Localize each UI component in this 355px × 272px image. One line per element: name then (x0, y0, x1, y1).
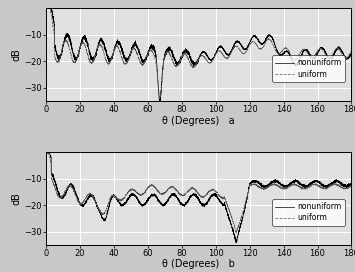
nonuniform (234, 41, 238, 44)
uniform (349, 184, 354, 187)
nonuniform (229, 51, 233, 54)
nonuniform (157, 99, 162, 103)
uniform (234, 231, 238, 234)
uniform (44, 7, 48, 10)
uniform (321, 187, 325, 190)
nonuniform (44, 7, 48, 10)
uniform (229, 213, 233, 216)
Line: uniform: uniform (46, 8, 351, 97)
nonuniform (321, 46, 325, 49)
Y-axis label: dB: dB (12, 192, 22, 205)
nonuniform (229, 222, 233, 225)
nonuniform (109, 56, 114, 60)
uniform (44, 150, 48, 154)
nonuniform (349, 183, 354, 186)
uniform (321, 48, 325, 51)
Legend: nonuniform, uniform: nonuniform, uniform (272, 55, 345, 82)
uniform (349, 50, 354, 53)
uniform (229, 52, 233, 55)
nonuniform (234, 239, 238, 243)
uniform (129, 50, 133, 53)
uniform (234, 45, 238, 48)
Line: nonuniform: nonuniform (46, 152, 351, 243)
X-axis label: θ (Degrees)   b: θ (Degrees) b (162, 259, 235, 269)
nonuniform (44, 150, 48, 154)
nonuniform (321, 183, 325, 186)
Line: uniform: uniform (46, 152, 351, 233)
X-axis label: θ (Degrees)   a: θ (Degrees) a (163, 116, 235, 125)
Y-axis label: dB: dB (12, 48, 22, 61)
nonuniform (44, 150, 48, 154)
uniform (349, 184, 354, 187)
uniform (109, 194, 114, 197)
uniform (158, 96, 162, 99)
nonuniform (234, 241, 238, 245)
uniform (234, 231, 238, 234)
uniform (109, 56, 114, 60)
nonuniform (109, 196, 114, 199)
Line: nonuniform: nonuniform (46, 8, 351, 101)
nonuniform (129, 193, 133, 197)
nonuniform (349, 51, 354, 54)
uniform (129, 189, 133, 192)
nonuniform (129, 49, 133, 52)
Legend: nonuniform, uniform: nonuniform, uniform (272, 199, 345, 225)
nonuniform (349, 182, 354, 186)
nonuniform (349, 53, 354, 56)
uniform (349, 50, 354, 53)
